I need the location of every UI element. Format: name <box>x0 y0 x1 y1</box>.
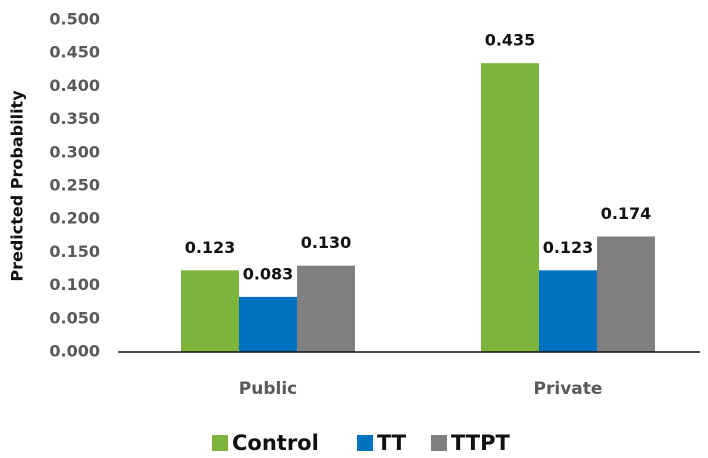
y-tick-label: 0.050 <box>49 308 100 327</box>
value-label: 0.130 <box>301 233 352 252</box>
value-label: 0.123 <box>185 238 236 257</box>
legend-swatch <box>212 435 228 451</box>
value-label: 0.435 <box>485 31 536 50</box>
legend-label: Control <box>232 431 319 455</box>
y-tick-label: 0.000 <box>49 342 100 361</box>
value-label: 0.174 <box>601 204 652 223</box>
x-tick-label: Private <box>534 379 603 399</box>
y-tick-label: 0.500 <box>49 10 100 29</box>
y-tick-label: 0.250 <box>49 176 100 195</box>
y-tick-label: 0.450 <box>49 43 100 62</box>
bar <box>597 236 655 352</box>
bar <box>297 265 355 352</box>
bar <box>181 270 239 352</box>
value-label: 0.083 <box>243 264 294 283</box>
legend-swatch <box>431 435 447 451</box>
bar <box>239 296 297 352</box>
legend-label: TT <box>377 431 407 455</box>
legend-swatch <box>357 435 373 451</box>
x-tick-label: Public <box>239 379 297 399</box>
legend-label: TTPT <box>451 431 511 455</box>
y-tick-label: 0.400 <box>49 76 100 95</box>
y-axis-label: Predicted Probability <box>8 90 27 282</box>
y-tick-label: 0.100 <box>49 275 100 294</box>
y-tick-label: 0.150 <box>49 242 100 261</box>
bar <box>539 270 597 352</box>
y-tick-label: 0.300 <box>49 142 100 161</box>
y-tick-label: 0.200 <box>49 209 100 228</box>
value-label: 0.123 <box>543 238 594 257</box>
y-tick-label: 0.350 <box>49 109 100 128</box>
bar <box>481 63 539 352</box>
